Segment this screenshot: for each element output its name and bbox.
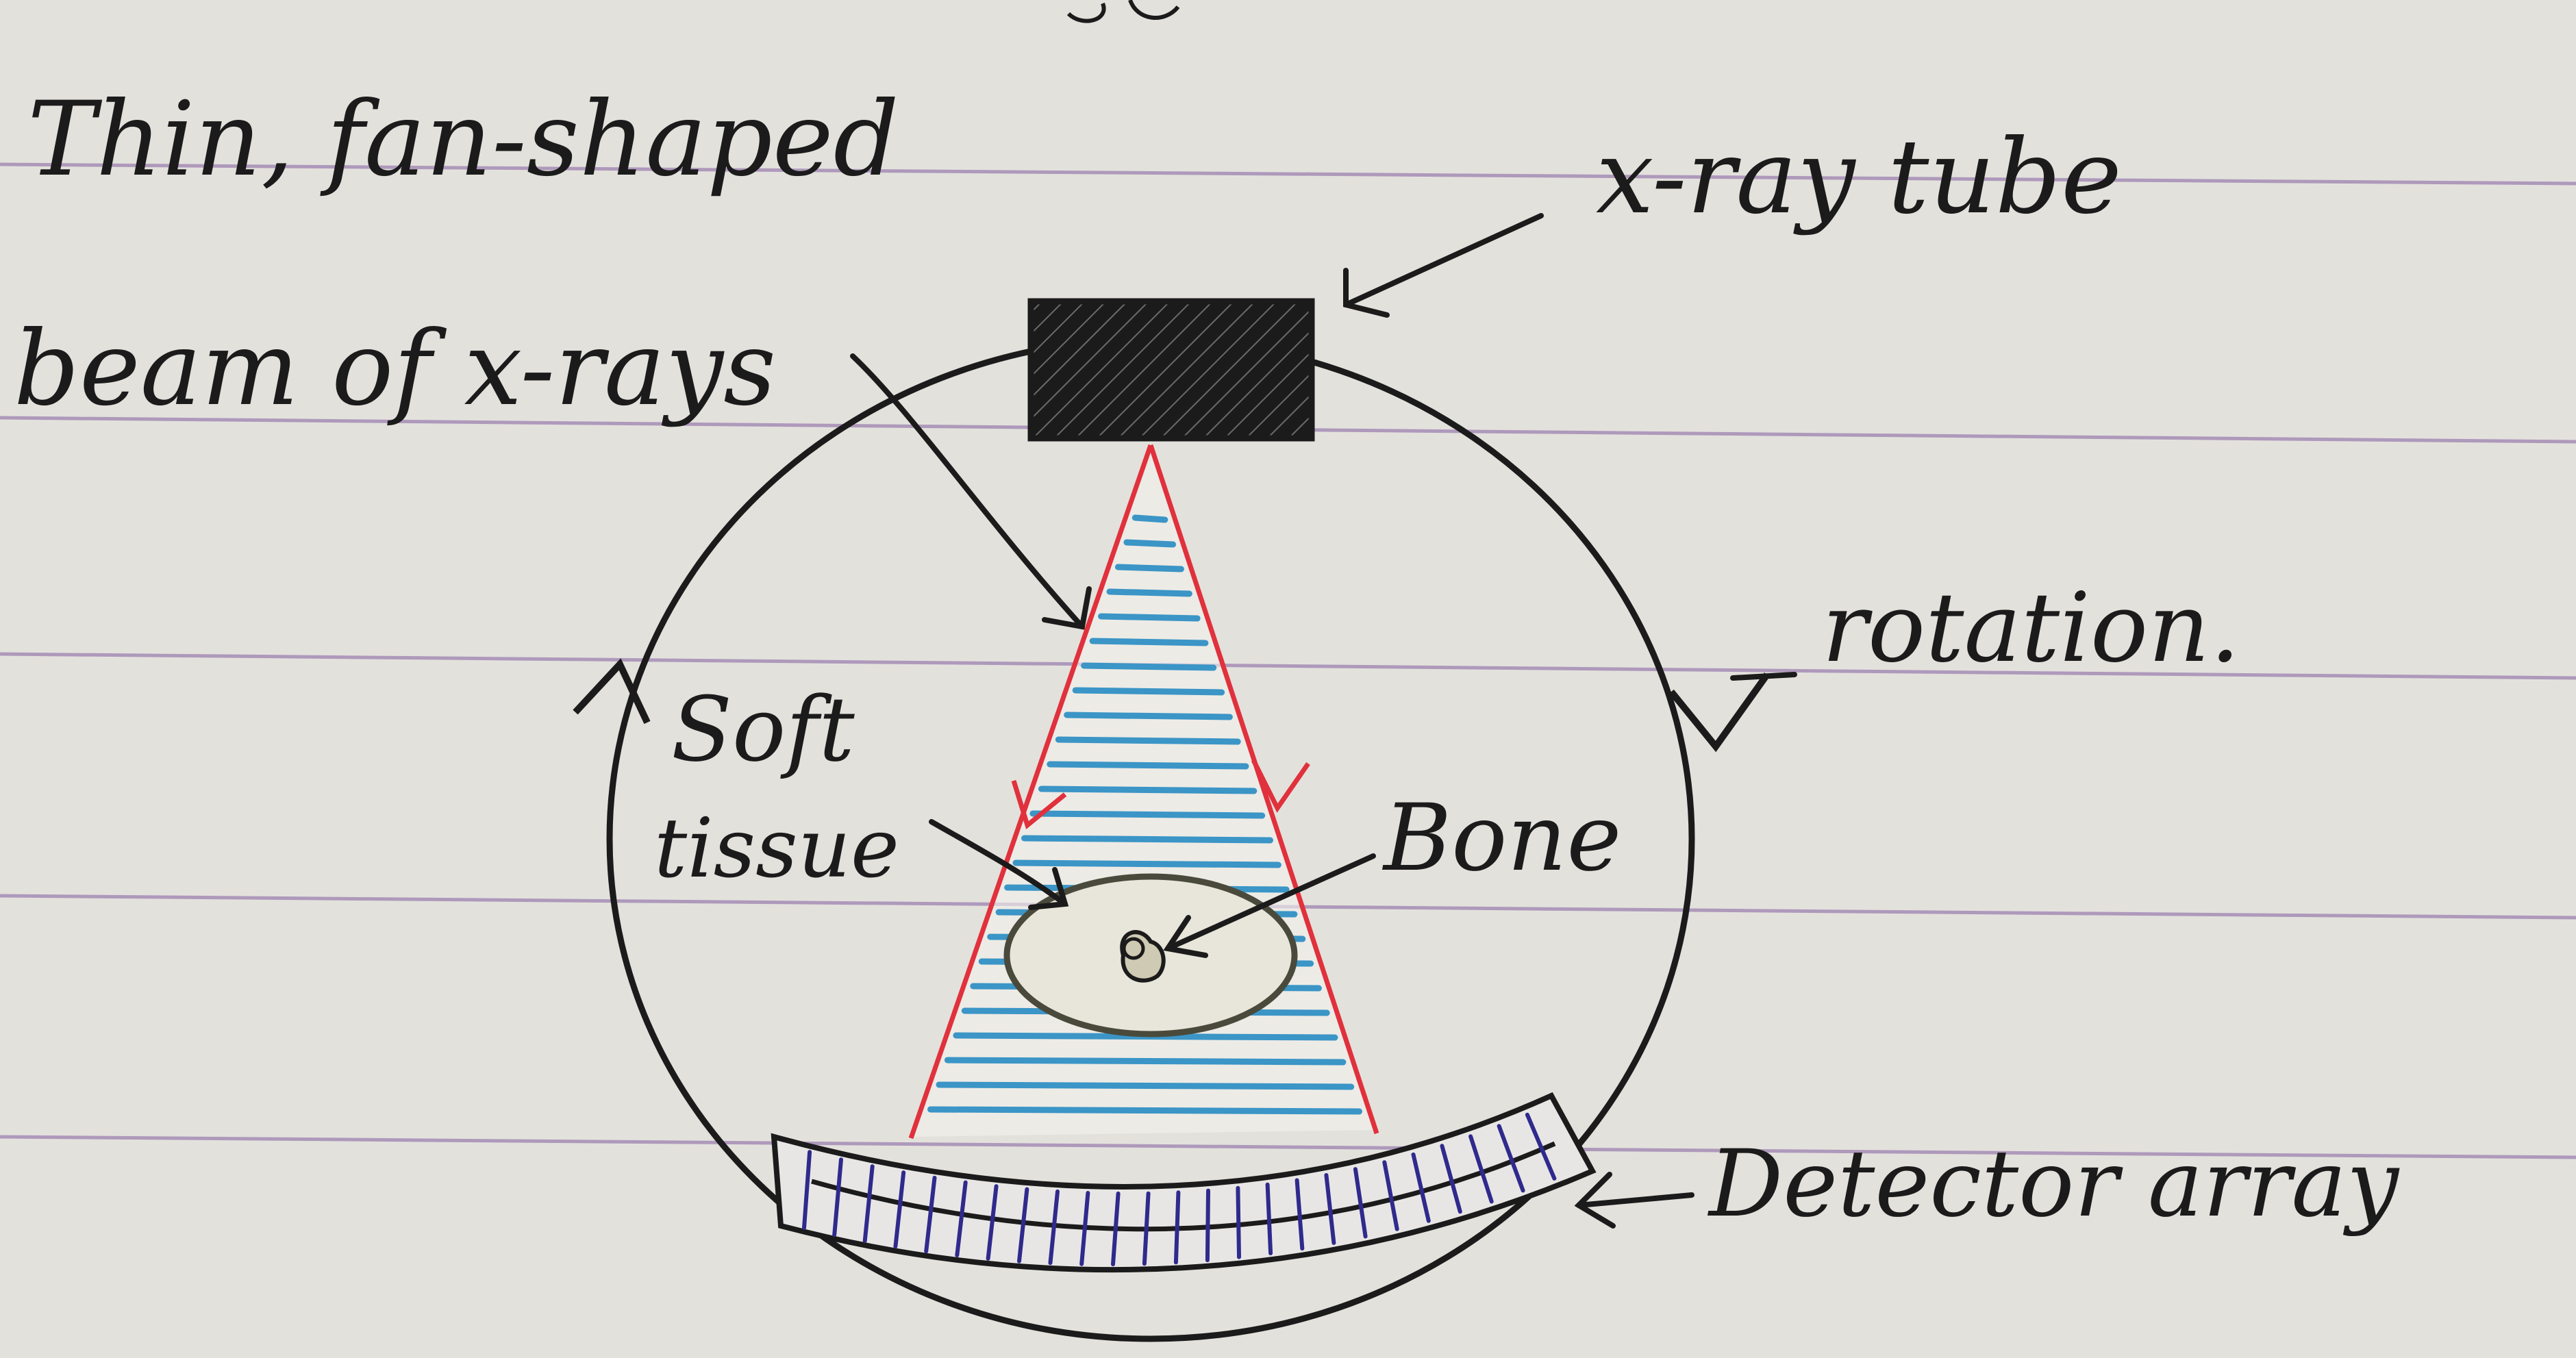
- ruled-line: [0, 1135, 2576, 1159]
- detector-cell-stroke: [1497, 1124, 1525, 1193]
- beam-hatch-stroke: [1072, 687, 1225, 696]
- beam-hatch-stroke: [1098, 613, 1201, 622]
- label-thin-fan-shaped: Thin, fan-shaped: [27, 80, 899, 199]
- label-soft: Soft: [671, 677, 855, 781]
- detector-cell-stroke: [1440, 1144, 1462, 1214]
- beam-hatch-stroke: [1012, 859, 1281, 868]
- detector-cell-stroke: [1468, 1134, 1494, 1204]
- beam-hatch-stroke: [1123, 539, 1177, 548]
- annotation-arrows: [850, 213, 1797, 1229]
- beam-hatch-stroke: [1131, 514, 1168, 523]
- beam-hatch-stroke: [1055, 736, 1241, 745]
- bone-pointer-line: [1165, 853, 1376, 951]
- beam-pointer-head: [1042, 586, 1092, 630]
- cropped-writing: [1066, 0, 1180, 23]
- beam-hatch-stroke: [927, 1106, 1362, 1115]
- soft-tissue-pointer-line: [929, 819, 1068, 907]
- ruled-line: [0, 652, 2576, 680]
- detector-cell-stroke: [1353, 1167, 1368, 1239]
- detector-cell-stroke: [1295, 1178, 1305, 1251]
- label-xray-tube: x-ray tube: [1596, 118, 2122, 237]
- xray-tube: [1027, 298, 1315, 442]
- detector-cells: [802, 1112, 1557, 1267]
- detector-cell-stroke: [1173, 1190, 1181, 1265]
- detector-cell-stroke: [802, 1150, 812, 1230]
- fan-beam-right-edge: [1148, 444, 1379, 1135]
- detector-cell-stroke: [1048, 1189, 1060, 1266]
- detector-cell-stroke: [862, 1164, 875, 1244]
- bone-cross-section: [1120, 930, 1166, 983]
- detector-cell-stroke: [955, 1180, 968, 1257]
- detector-pointer-line: [1576, 1192, 1695, 1208]
- beam-hatch-stroke: [936, 1081, 1355, 1090]
- beam-hatch-stroke: [944, 1057, 1347, 1066]
- xray-tube-pointer-head: [1343, 268, 1390, 318]
- beam-hatch-stroke: [1021, 835, 1273, 844]
- beam-pointer-line: [850, 353, 1085, 629]
- rotation-pointer-line: [1730, 672, 1797, 681]
- detector-pointer-head: [1574, 1172, 1616, 1229]
- detector-cell-stroke: [1324, 1173, 1336, 1245]
- beam-direction-arrow-left: [1011, 779, 1067, 830]
- detector-cell-stroke: [924, 1175, 937, 1254]
- detector-cell-stroke: [1265, 1182, 1273, 1255]
- bone-marrow: [1122, 937, 1145, 960]
- detector-cell-stroke: [1079, 1191, 1090, 1266]
- detector-cell-stroke: [1525, 1112, 1557, 1181]
- beam-hatch-stroke: [1038, 785, 1258, 794]
- label-tissue: tissue: [654, 801, 899, 896]
- detector-cell-stroke: [1382, 1160, 1399, 1231]
- xray-tube-pointer-line: [1343, 213, 1544, 307]
- detector-cell-stroke: [1111, 1191, 1121, 1267]
- detector-cell-stroke: [1017, 1187, 1029, 1263]
- beam-hatch-stroke: [1081, 662, 1217, 671]
- beam-hatch-stroke: [1064, 712, 1233, 720]
- label-bone: Bone: [1381, 784, 1621, 892]
- fan-beam-left-edge: [908, 444, 1153, 1140]
- rotation-arrowhead-right: [1668, 672, 1771, 753]
- detector-cell-stroke: [1236, 1185, 1241, 1259]
- beam-hatch-stroke: [1047, 761, 1249, 770]
- label-detector-array: Detector array: [1707, 1130, 2400, 1237]
- detector-cell-stroke: [986, 1184, 999, 1261]
- rotation-arrowhead-left: [573, 658, 651, 725]
- beam-hatch-stroke: [1106, 588, 1192, 597]
- detector-cell-stroke: [893, 1170, 906, 1249]
- beam-hatch-stroke: [1114, 564, 1184, 573]
- detector-cell-stroke: [1411, 1152, 1431, 1223]
- beam-direction-arrow-right: [1251, 759, 1310, 813]
- ruled-line: [0, 162, 2576, 186]
- beam-hatch-stroke: [1089, 638, 1209, 646]
- detector-array: [771, 1092, 1597, 1273]
- soft-tissue-pointer-head: [1028, 867, 1069, 910]
- detector-cell-stroke: [1142, 1191, 1151, 1266]
- label-beam-of-xrays: beam of x-rays: [14, 310, 776, 429]
- bone-pointer-head: [1163, 915, 1208, 958]
- detector-cell-stroke: [832, 1157, 843, 1237]
- beam-hatch-stroke: [1029, 810, 1266, 819]
- label-rotation: rotation.: [1822, 573, 2240, 684]
